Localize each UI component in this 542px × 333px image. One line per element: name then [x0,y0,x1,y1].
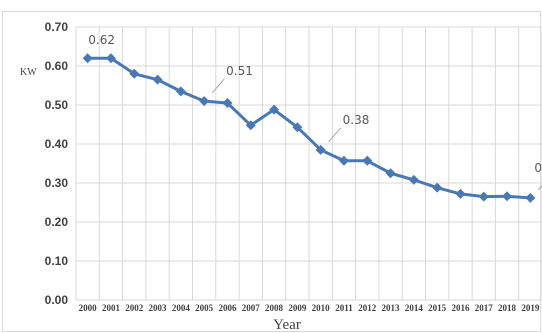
x-tick-label: 2005 [195,303,214,313]
y-tick-label: 0.50 [45,98,69,112]
data-point-marker [269,104,280,115]
data-point-marker [105,53,116,64]
data-point-marker [222,98,233,109]
data-label: 0.38 [343,113,370,127]
x-axis-ticks: 2000 2001 2002 2003 2004 2005 2006 2007 2008 2009… [79,303,540,313]
data-point-marker [315,144,326,155]
x-tick-label: 2013 [382,303,401,313]
data-point-marker [152,74,163,85]
x-axis-label: Year [273,317,301,333]
data-label: 0.26 [534,161,542,175]
data-label-leader [328,127,342,143]
series-group [82,53,536,203]
data-point-marker [502,191,513,202]
x-tick-label: 2001 [102,303,121,313]
y-tick-label: 0.40 [45,137,69,151]
data-point-marker [362,155,373,166]
y-tick-label: 0.10 [45,254,69,268]
x-tick-label: 2010 [312,303,331,313]
x-tick-label: 2004 [172,303,191,313]
data-point-marker [432,182,443,193]
data-point-marker [292,122,303,133]
y-tick-label: 0.30 [45,176,69,190]
data-label-leader [211,78,225,94]
data-labels: 0.62 0.51 0.38 0.26 [88,33,542,191]
x-tick-label: 2016 [451,303,470,313]
data-point-marker [199,96,210,107]
data-point-marker [408,174,419,185]
x-tick-label: 2003 [149,303,168,313]
y-tick-label: 0.60 [45,59,69,73]
x-tick-label: 2018 [498,303,517,313]
data-label: 0.62 [88,33,115,47]
x-tick-label: 2007 [242,303,261,313]
x-tick-label: 2017 [475,303,494,313]
data-point-marker [385,168,396,179]
data-point-marker [455,188,466,199]
x-tick-label: 2015 [428,303,447,313]
y-axis-label: KW [20,67,37,78]
y-tick-label: 0.20 [45,215,69,229]
data-point-marker [525,192,536,203]
x-tick-label: 2014 [405,303,424,313]
x-tick-label: 2006 [218,303,237,313]
data-point-marker [129,68,140,79]
data-point-marker [82,53,93,64]
data-label: 0.51 [226,64,253,78]
x-tick-label: 2019 [521,303,540,313]
x-tick-label: 2000 [79,303,98,313]
y-tick-label: 0.70 [45,20,69,34]
x-tick-label: 2012 [358,303,377,313]
x-tick-label: 2008 [265,303,284,313]
vertical-gridlines [75,27,542,300]
x-tick-label: 2002 [125,303,144,313]
data-label-leader [537,184,542,191]
y-tick-label: 0.00 [45,293,69,307]
x-tick-label: 2011 [335,303,353,313]
data-point-marker [175,86,186,97]
x-tick-label: 2009 [288,303,307,313]
data-point-marker [338,155,349,166]
y-axis-ticks: 0.00 0.10 0.20 0.30 0.40 0.50 0.60 0.70 [45,20,69,307]
data-point-marker [245,120,256,131]
data-point-marker [478,191,489,202]
chart-frame [2,11,541,332]
